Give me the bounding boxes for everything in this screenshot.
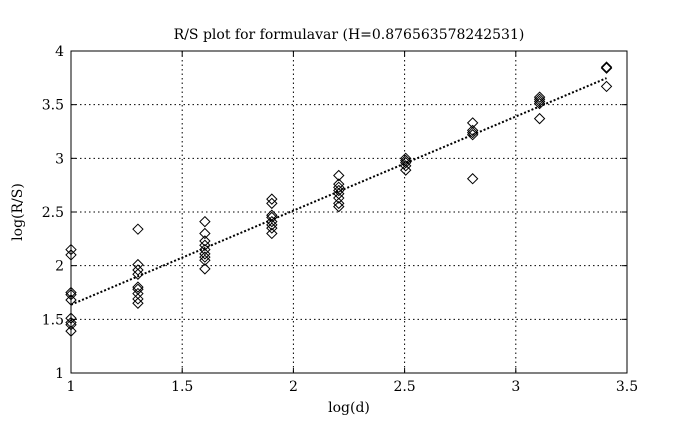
data-point (199, 243, 211, 256)
chart-title: R/S plot for formulavar (H=0.87656357824… (174, 27, 525, 43)
axis-ticks (70, 50, 628, 374)
data-point (199, 235, 211, 247)
y-tick-label: 3 (55, 151, 64, 167)
data-point (333, 181, 345, 194)
data-point (400, 164, 412, 176)
data-point (65, 243, 77, 256)
data-points (65, 61, 613, 337)
data-point (132, 297, 144, 309)
x-tick-label: 3.5 (616, 379, 638, 395)
y-tick-label: 4 (55, 44, 64, 60)
data-point (600, 61, 613, 73)
y-tick-label: 2.5 (42, 205, 64, 221)
data-point (266, 227, 278, 240)
grid-lines (71, 51, 627, 373)
y-tick-label: 3.5 (42, 98, 64, 114)
data-point (65, 318, 77, 331)
data-point (400, 156, 412, 169)
data-point (65, 294, 77, 306)
data-point (266, 222, 278, 234)
data-point (400, 160, 412, 172)
x-tick-label: 3 (511, 379, 520, 395)
data-point (533, 112, 546, 125)
data-point (65, 325, 77, 337)
data-point (600, 62, 613, 74)
data-point (266, 193, 278, 205)
data-point (65, 312, 77, 324)
data-point (266, 219, 278, 231)
data-point (266, 215, 278, 228)
tick-labels: 1 1.5 2 2.5 3 3.5 1 1.5 2 2.5 3 3.5 4 (42, 44, 638, 395)
y-tick-label: 1 (55, 366, 64, 382)
data-point (266, 211, 278, 224)
x-tick-label: 2.5 (393, 379, 415, 395)
y-tick-label: 2 (55, 259, 64, 275)
data-point (65, 288, 77, 301)
data-point (400, 152, 412, 165)
y-axis-label: log(R/S) (10, 183, 26, 241)
data-point (65, 249, 77, 261)
data-point (266, 197, 278, 210)
data-point (533, 93, 546, 106)
data-point (466, 129, 479, 141)
data-point (199, 251, 211, 263)
data-point (533, 97, 546, 110)
data-point (199, 215, 211, 228)
data-point (199, 227, 211, 240)
data-point (333, 169, 345, 182)
fit-line (70, 77, 607, 306)
data-point (533, 91, 546, 103)
data-point (466, 126, 479, 139)
data-point (132, 293, 144, 305)
x-tick-label: 2 (289, 379, 298, 395)
data-point (600, 80, 613, 93)
data-point (466, 117, 479, 129)
data-point (132, 264, 144, 276)
data-point (333, 200, 345, 213)
data-point (65, 316, 77, 329)
data-point (199, 248, 211, 260)
x-axis-label: log(d) (328, 400, 370, 416)
x-tick-label: 1 (67, 379, 76, 395)
data-point (199, 239, 211, 251)
x-tick-label: 1.5 (171, 379, 193, 395)
data-point (132, 281, 144, 293)
y-tick-label: 1.5 (42, 312, 64, 328)
data-point (466, 173, 479, 185)
data-point (132, 223, 144, 235)
data-point (132, 268, 144, 280)
data-point (65, 286, 77, 299)
data-point (466, 124, 479, 137)
data-point (333, 197, 345, 210)
data-point (333, 184, 345, 197)
data-point (199, 254, 211, 267)
data-point (333, 192, 345, 204)
data-point (199, 263, 211, 275)
